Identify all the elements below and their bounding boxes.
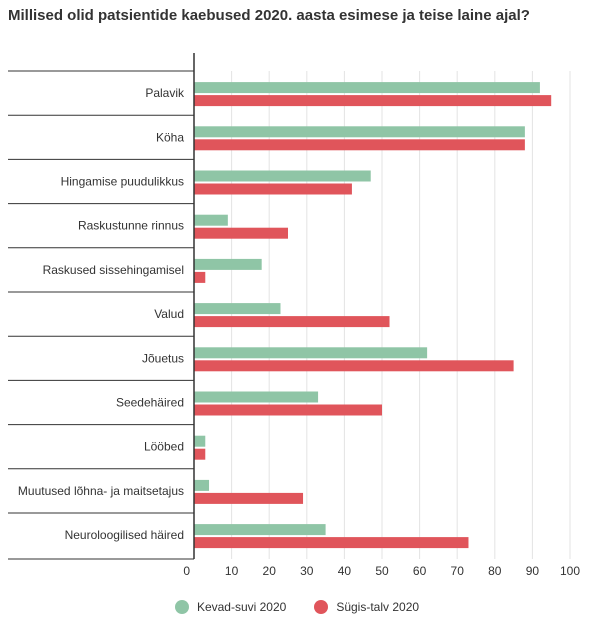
category-label: Neuroloogilised häired xyxy=(65,528,184,542)
x-tick-label: 30 xyxy=(300,564,314,578)
bar xyxy=(194,214,228,226)
bar xyxy=(194,183,352,195)
bar xyxy=(194,126,525,138)
category-label: Raskustunne rinnus xyxy=(78,219,184,233)
legend-item-series-2[interactable]: Sügis-talv 2020 xyxy=(314,600,419,614)
bar xyxy=(194,271,206,283)
legend-label-series-2: Sügis-talv 2020 xyxy=(336,600,420,614)
bar xyxy=(194,82,540,94)
bar xyxy=(194,347,428,359)
legend-swatch-series-2 xyxy=(314,600,329,614)
bar xyxy=(194,303,281,315)
bar xyxy=(194,479,210,491)
bar xyxy=(194,170,371,182)
category-label: Muutused lõhna- ja maitsetajus xyxy=(18,484,184,498)
bar xyxy=(194,316,390,328)
category-label: Seedehäired xyxy=(116,396,184,410)
category-label: Raskused sissehingamisel xyxy=(43,263,184,277)
bar xyxy=(194,524,326,536)
x-tick-label: 60 xyxy=(413,564,427,578)
x-tick-label: 90 xyxy=(526,564,540,578)
x-tick-label: 70 xyxy=(451,564,465,578)
bar xyxy=(194,537,469,549)
x-tick-label: 80 xyxy=(488,564,502,578)
legend-item-series-1[interactable]: Kevad-suvi 2020 xyxy=(174,600,287,614)
bar xyxy=(194,95,552,107)
x-tick-label: 20 xyxy=(263,564,277,578)
x-tick-label: 0 xyxy=(183,564,190,578)
legend-swatch-series-1 xyxy=(174,600,189,614)
bar xyxy=(194,492,304,504)
x-tick-label: 40 xyxy=(338,564,352,578)
category-label: Valud xyxy=(154,307,184,321)
category-label: Jõuetus xyxy=(142,351,184,365)
legend-label-series-1: Kevad-suvi 2020 xyxy=(196,600,287,614)
legend: Kevad-suvi 2020 Sügis-talv 2020 xyxy=(0,600,594,614)
bar xyxy=(194,448,206,460)
bar xyxy=(194,227,288,239)
bar xyxy=(194,435,206,447)
x-tick-label: 50 xyxy=(375,564,389,578)
x-tick-label: 100 xyxy=(560,564,580,578)
chart-title: Millised olid patsientide kaebused 2020.… xyxy=(8,7,530,24)
category-label: Lööbed xyxy=(144,440,184,454)
bar xyxy=(194,139,525,151)
category-label: Hingamise puudulikkus xyxy=(61,175,184,189)
x-tick-label: 10 xyxy=(225,564,239,578)
bar xyxy=(194,360,514,372)
category-label: Köha xyxy=(156,130,184,144)
bar xyxy=(194,404,382,416)
category-label: Palavik xyxy=(145,86,185,100)
bar xyxy=(194,258,262,270)
bar xyxy=(194,391,319,403)
